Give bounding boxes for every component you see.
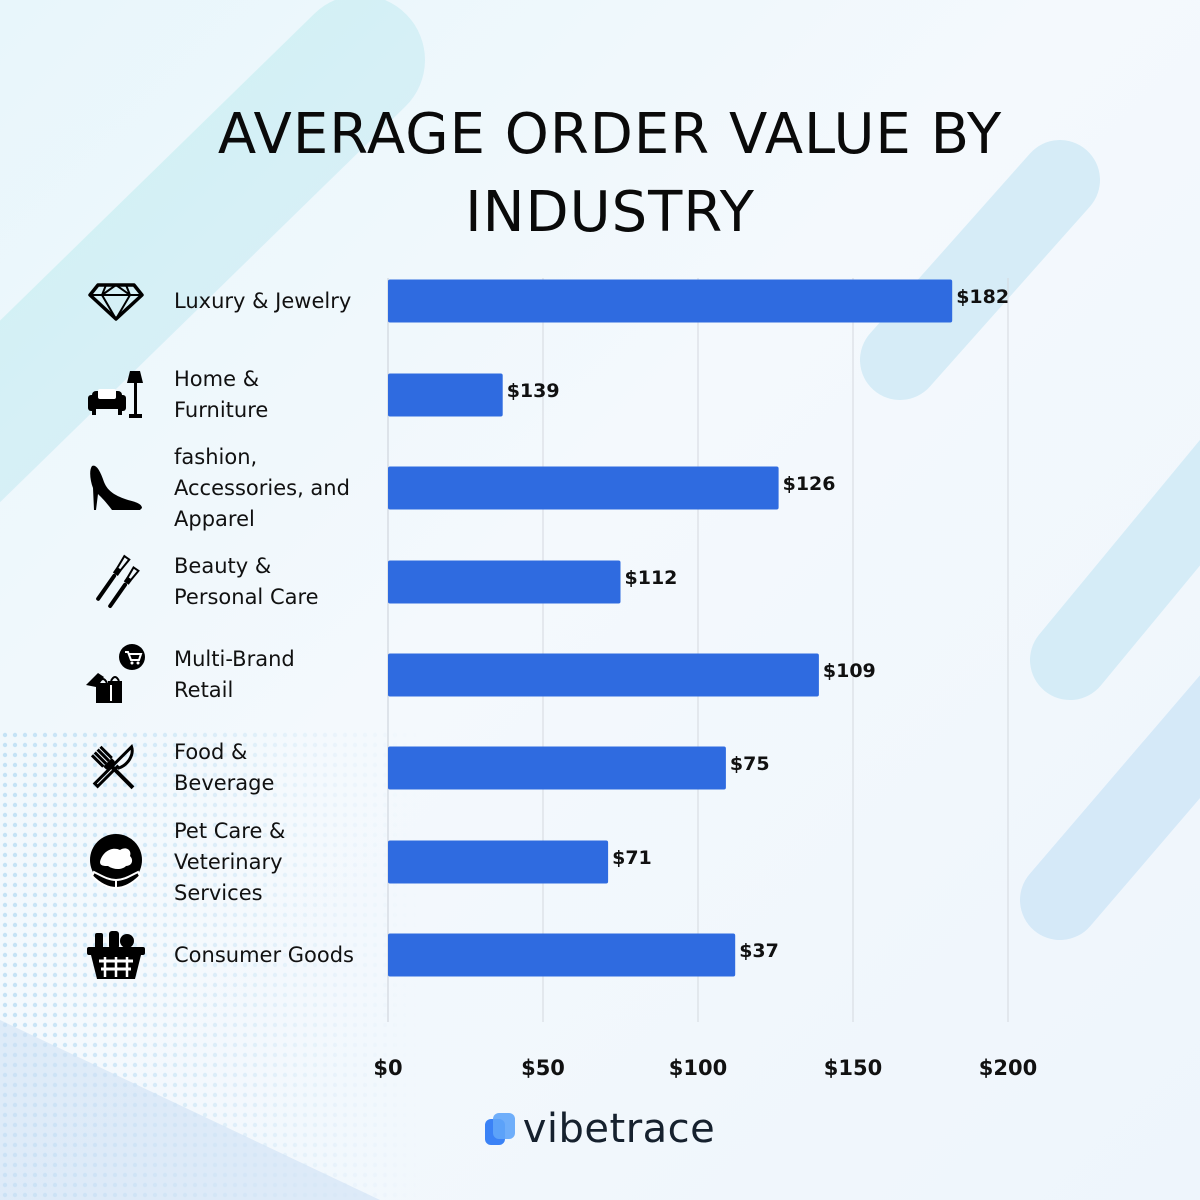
data-label: $75 (730, 753, 770, 775)
x-tick-label: $50 (521, 1056, 565, 1080)
data-label: $139 (507, 380, 560, 402)
category-label: Pet Care & Veterinary Services (174, 816, 374, 909)
high-heel-icon (80, 452, 152, 524)
bar (388, 653, 819, 697)
category-label: Multi-Brand Retail (174, 644, 374, 706)
brand-name: vibetrace (522, 1106, 716, 1152)
bar (388, 466, 779, 510)
data-label: $37 (739, 940, 779, 962)
category-label: Home & Furniture (174, 364, 374, 426)
category-row: Food & Beverage (80, 732, 380, 804)
category-label-line: Veterinary (174, 849, 283, 874)
category-label-line: Furniture (174, 398, 269, 422)
shopping-bags-cart-icon (80, 639, 152, 711)
x-tick-label: $100 (669, 1056, 727, 1080)
category-label-line: Accessories, and (174, 475, 350, 500)
chart-title: AVERAGE ORDER VALUE BY INDUSTRY (217, 102, 1003, 245)
category-label-line: Personal Care (174, 585, 319, 609)
bar (388, 840, 609, 884)
category-row: Multi-Brand Retail (80, 639, 380, 711)
bar (388, 933, 736, 977)
data-label: $109 (823, 660, 876, 682)
category-row: Beauty & Personal Care (80, 546, 380, 618)
x-tick-label: $150 (824, 1056, 882, 1080)
pet-care-hands-icon (80, 826, 152, 898)
category-label-line: Home & (174, 367, 260, 391)
category-row: Home & Furniture (80, 359, 380, 431)
grocery-basket-icon (80, 919, 152, 991)
category-label-line: Consumer Goods (174, 942, 354, 967)
data-label: $182 (956, 286, 1009, 308)
category-label-line: Apparel (174, 506, 255, 531)
x-tick-label: $0 (373, 1056, 402, 1080)
armchair-lamp-icon (80, 359, 152, 431)
category-label: Consumer Goods (174, 940, 374, 971)
fork-knife-icon (80, 732, 152, 804)
bar (388, 373, 503, 417)
category-label-line: Pet Care & (174, 818, 286, 843)
category-label: Beauty & Personal Care (174, 551, 374, 613)
category-label-line: Food & (174, 740, 248, 764)
x-tick-label: $200 (979, 1056, 1037, 1080)
category-row: Luxury & Jewelry (80, 265, 380, 337)
category-label-line: fashion, (174, 444, 258, 469)
bar (388, 279, 953, 323)
category-label-line: Beauty & (174, 554, 272, 578)
category-label: fashion, Accessories, and Apparel (174, 442, 374, 535)
category-label: Food & Beverage (174, 737, 374, 799)
category-label-line: Beverage (174, 771, 275, 795)
category-label: Luxury & Jewelry (174, 286, 374, 317)
data-label: $112 (625, 567, 678, 589)
category-row: fashion, Accessories, and Apparel (80, 442, 380, 535)
brand-logo: vibetrace (0, 1106, 1200, 1152)
category-row: Pet Care & Veterinary Services (80, 816, 380, 909)
category-row: Consumer Goods (80, 919, 380, 991)
bar (388, 746, 726, 790)
vibetrace-logo-icon (484, 1113, 517, 1145)
diamond-icon (80, 265, 152, 337)
bar (388, 560, 621, 604)
makeup-brush-icon (80, 546, 152, 618)
category-label-line: Retail (174, 678, 234, 702)
category-label-line: Luxury & Jewelry (174, 288, 352, 313)
data-label: $126 (783, 473, 836, 495)
category-label-line: Multi-Brand (174, 647, 295, 671)
category-label-line: Services (174, 880, 263, 905)
data-label: $71 (612, 847, 652, 869)
